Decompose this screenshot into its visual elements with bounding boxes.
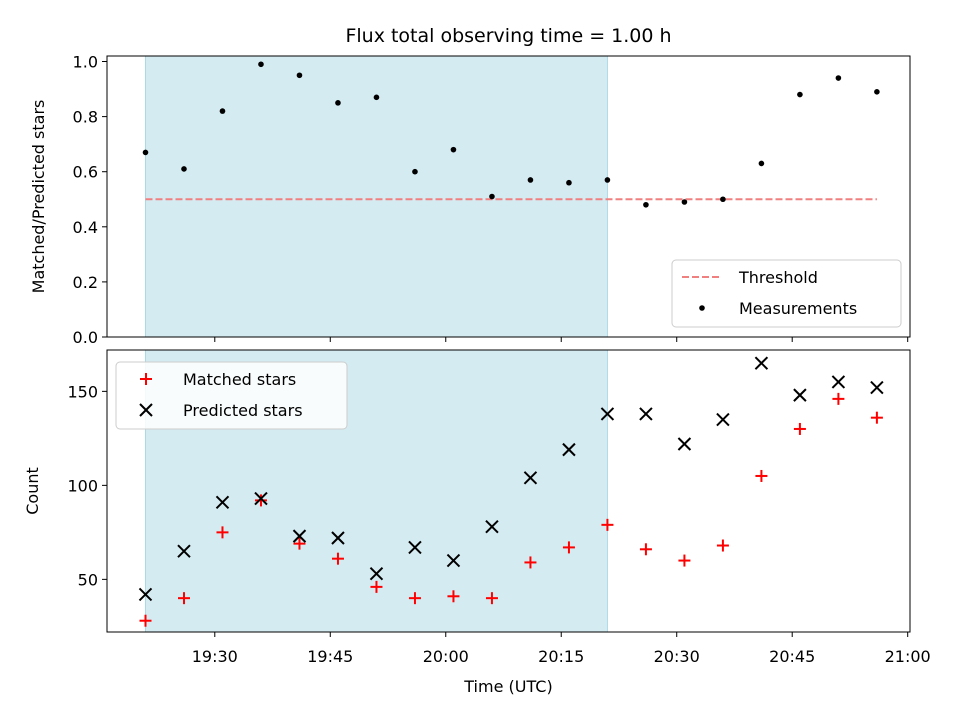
matched-stars-point — [177, 592, 190, 605]
top-y-tick-label: 0.2 — [73, 273, 98, 292]
measurement-point — [489, 193, 495, 200]
legend-measurements-label: Measurements — [739, 299, 857, 318]
bottom-x-tick-label: 20:30 — [654, 647, 700, 666]
top-axes-frame — [106, 55, 911, 338]
predicted-stars-point — [562, 442, 576, 457]
matched-stars-point — [216, 526, 229, 539]
bottom-x-tick-label: 20:45 — [769, 647, 815, 666]
matched-stars-point — [832, 392, 845, 405]
bottom-legend-box — [115, 361, 348, 430]
measurement-point — [296, 72, 303, 79]
matched-stars-point — [639, 543, 652, 556]
predicted-stars-point — [793, 388, 807, 402]
measurement-point — [527, 177, 534, 183]
top-shaded-interval — [144, 55, 608, 338]
measurement-point — [835, 75, 842, 81]
bottom-x-tick-label: 20:15 — [538, 647, 584, 666]
matched-stars-point — [601, 518, 614, 531]
bottom-x-tick-label: 20:00 — [423, 647, 469, 666]
matched-stars-point — [408, 592, 421, 605]
top-y-axis-label: Matched/Predicted stars — [29, 100, 48, 294]
measurement-point — [181, 166, 187, 172]
matched-stars-point — [870, 411, 883, 424]
measurement-point — [566, 179, 572, 186]
matched-stars-point — [293, 537, 306, 550]
predicted-stars-point — [292, 529, 307, 543]
matched-stars-point — [678, 554, 691, 567]
legend-matched-label: Matched stars — [183, 370, 296, 389]
bottom-axes-frame — [106, 349, 911, 633]
top-y-tick-label: 0.8 — [73, 108, 98, 127]
top-legend: Threshold Measurements — [671, 259, 902, 328]
predicted-stars-point — [177, 544, 191, 558]
measurement-point — [142, 149, 149, 156]
predicted-stars-point — [331, 531, 345, 545]
predicted-stars-point — [600, 407, 615, 421]
measurement-point — [604, 177, 611, 183]
legend-predicted-label: Predicted stars — [183, 401, 303, 420]
measurement-point — [412, 168, 418, 175]
matched-stars-point — [370, 580, 383, 593]
top-y-tick-label: 0.0 — [73, 328, 98, 347]
matched-stars-point — [755, 469, 768, 482]
legend-matched-swatch — [140, 373, 152, 385]
measurement-point — [758, 160, 765, 167]
top-y-tick-label: 1.0 — [73, 53, 98, 72]
predicted-stars-point — [446, 553, 461, 568]
predicted-stars-point — [754, 356, 769, 370]
predicted-stars-point — [254, 491, 268, 506]
bottom-x-tick-label: 19:30 — [192, 647, 238, 666]
measurement-point — [681, 199, 688, 205]
measurement-point — [797, 91, 803, 98]
matched-stars-point — [716, 539, 729, 552]
measurement-point — [335, 100, 341, 106]
matched-stars-point — [562, 541, 575, 554]
bottom-y-tick-label: 150 — [67, 382, 98, 401]
predicted-stars-point — [831, 375, 846, 389]
measurement-point — [643, 201, 649, 208]
predicted-stars-point — [639, 407, 653, 421]
measurement-point — [219, 108, 226, 114]
predicted-stars-point — [677, 437, 692, 451]
matched-stars-point — [524, 556, 537, 569]
top-y-tick-label: 0.6 — [73, 163, 98, 182]
measurement-point — [874, 89, 880, 95]
chart-title: Flux total observing time = 1.00 h — [345, 25, 671, 47]
bottom-y-tick-label: 50 — [78, 570, 98, 589]
x-axis-label: Time (UTC) — [463, 677, 552, 696]
predicted-stars-point — [716, 412, 730, 427]
predicted-stars-point — [485, 520, 499, 534]
matched-stars-point — [331, 552, 344, 565]
predicted-stars-point — [870, 380, 884, 395]
measurement-point — [373, 94, 380, 101]
bottom-y-tick-label: 100 — [67, 476, 98, 495]
matched-stars-point — [254, 494, 267, 507]
legend-threshold-label: Threshold — [738, 268, 818, 287]
bottom-y-axis-label: Count — [23, 467, 42, 515]
measurement-point — [258, 61, 264, 68]
measurement-point — [450, 146, 457, 153]
matched-stars-point — [793, 422, 806, 435]
bottom-x-tick-label: 21:00 — [885, 647, 931, 666]
predicted-stars-point — [369, 567, 384, 581]
top-legend-box — [671, 259, 902, 328]
predicted-stars-point — [138, 587, 153, 602]
predicted-stars-point — [523, 471, 538, 485]
predicted-stars-point — [215, 495, 230, 509]
bottom-x-tick-label: 19:45 — [307, 647, 353, 666]
measurement-point — [720, 196, 726, 203]
bottom-legend: Matched stars Predicted stars — [115, 361, 348, 430]
legend-predicted-swatch — [139, 403, 153, 417]
matched-stars-point — [139, 614, 152, 627]
matched-stars-point — [485, 592, 498, 605]
matched-stars-point — [447, 590, 460, 603]
predicted-stars-point — [408, 540, 422, 555]
legend-measurements-swatch — [699, 305, 705, 311]
top-y-tick-label: 0.4 — [73, 218, 98, 237]
